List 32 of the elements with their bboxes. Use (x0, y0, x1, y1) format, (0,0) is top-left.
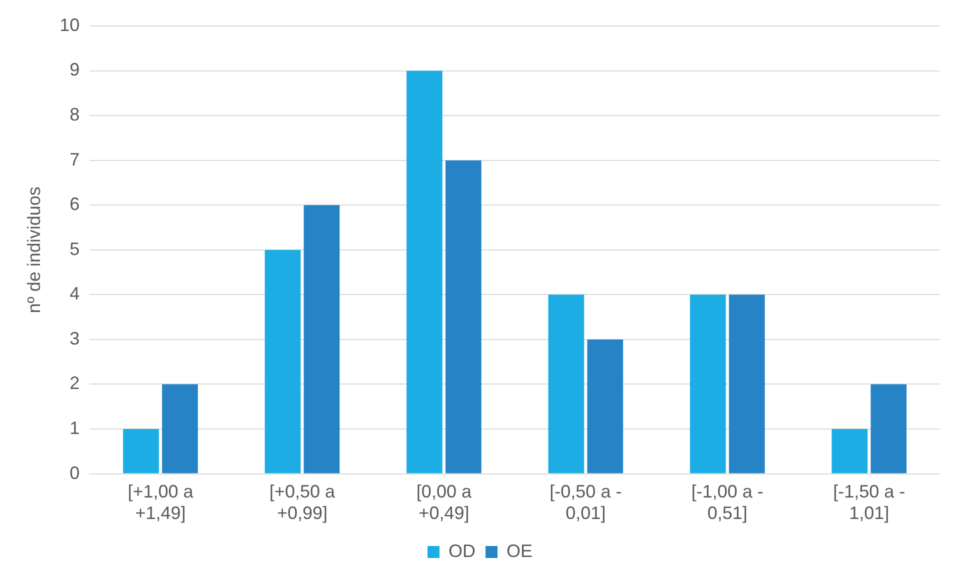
bar (832, 429, 868, 474)
bar (446, 160, 482, 474)
bar (548, 294, 584, 474)
bar (870, 384, 907, 474)
bar (264, 250, 301, 474)
x-tick-label: [+0,50 a +0,99] (269, 482, 336, 524)
bar (728, 294, 765, 474)
bar (162, 384, 198, 474)
bar (123, 429, 159, 474)
y-tick-label: 10 (60, 14, 80, 35)
y-tick-label: 1 (70, 418, 80, 438)
y-axis-title: nº de individuos (24, 186, 44, 314)
y-tick-label: 2 (70, 373, 80, 394)
bar (587, 339, 624, 474)
x-tick-label: [0,00 a +0,49] (416, 482, 472, 524)
x-tick-label: [+1,00 a +1,49] (128, 482, 194, 524)
legend-label: OE (506, 540, 533, 561)
x-tick-label: [-0,50 a -0,01] (550, 482, 622, 524)
y-tick-label: 0 (70, 462, 80, 483)
x-tick-label: [-1,00 a -0,51] (691, 482, 764, 524)
y-tick-label: 3 (70, 328, 80, 348)
y-tick-label: 5 (70, 238, 80, 259)
bar (304, 205, 340, 474)
y-tick-label: 4 (70, 284, 80, 304)
bar (690, 294, 726, 474)
legend-label: OD (448, 540, 476, 561)
y-tick-label: 8 (70, 104, 80, 125)
y-tick-label: 9 (70, 60, 80, 80)
y-tick-label: 6 (70, 194, 80, 214)
x-tick-label: [-1,50 a -1,01] (833, 482, 906, 524)
bar (406, 70, 442, 474)
y-tick-label: 7 (70, 149, 80, 170)
